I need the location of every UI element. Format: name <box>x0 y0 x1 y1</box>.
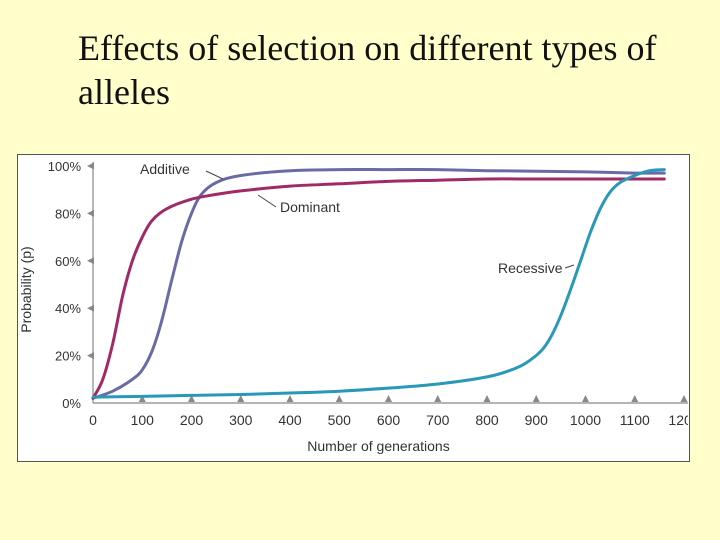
leader-line-dominant <box>257 194 277 208</box>
x-tick-mark <box>335 395 343 402</box>
y-tick-mark <box>87 209 94 217</box>
x-tick-label: 200 <box>180 412 204 428</box>
x-tick-label: 100 <box>131 412 155 428</box>
series-layer <box>91 168 666 400</box>
y-tick-mark <box>87 352 94 360</box>
x-tick-label: 800 <box>475 412 499 428</box>
x-tick-label: 300 <box>229 412 253 428</box>
series-line-dominant <box>91 177 666 400</box>
x-tick-mark <box>680 395 688 402</box>
x-tick-label: 1000 <box>570 412 601 428</box>
x-tick-mark <box>582 395 589 402</box>
series-labels: Additive Dominant Recessive <box>140 161 575 276</box>
y-tick-mark <box>87 304 94 312</box>
chart-container: 0 100 200 300 400 500 600 700 800 900 1000 1100 120 0… <box>17 154 700 462</box>
series-line-additive <box>91 168 666 400</box>
x-tick-mark <box>286 395 294 402</box>
x-tick-label: 600 <box>377 412 401 428</box>
x-tick-label: 1100 <box>620 412 650 428</box>
x-tick-mark <box>138 395 146 402</box>
chart-axes: 0 100 200 300 400 500 600 700 800 900 1000 1100 120 0… <box>18 159 700 454</box>
y-axis-title: Probability (p) <box>18 246 34 332</box>
y-tick-label: 60% <box>55 254 81 269</box>
y-tick-label: 20% <box>55 349 81 364</box>
x-tick-label: 0 <box>89 412 97 428</box>
x-tick-label: 500 <box>328 412 352 428</box>
series-label-recessive: Recessive <box>498 260 563 276</box>
y-tick-label: 40% <box>55 301 81 316</box>
x-tick-mark <box>631 395 639 402</box>
y-tick-label: 80% <box>55 206 81 221</box>
series-label-additive: Additive <box>140 161 190 177</box>
x-tick-mark <box>237 395 245 402</box>
y-tick-mark <box>87 257 94 265</box>
y-tick-label: 100% <box>48 159 82 174</box>
x-tick-label: 700 <box>426 412 450 428</box>
y-tick-mark <box>87 162 94 170</box>
x-tick-mark <box>483 395 491 402</box>
leader-line-recessive <box>564 264 575 269</box>
slide-title: Effects of selection on different types … <box>78 28 657 112</box>
leader-line-additive <box>205 170 224 180</box>
x-tick-label: 400 <box>278 412 302 428</box>
y-tick-label: 0% <box>62 396 81 411</box>
x-tick-mark <box>434 395 442 402</box>
x-axis-title: Number of generations <box>307 438 449 454</box>
x-tick-mark <box>385 395 392 402</box>
x-tick-mark <box>188 395 195 402</box>
series-label-dominant: Dominant <box>280 199 340 215</box>
x-tick-mark <box>532 395 540 402</box>
x-tick-label: 900 <box>525 412 549 428</box>
line-chart: 0 100 200 300 400 500 600 700 800 900 1000 1100 120 0… <box>18 159 700 454</box>
series-line-recessive <box>91 168 666 399</box>
